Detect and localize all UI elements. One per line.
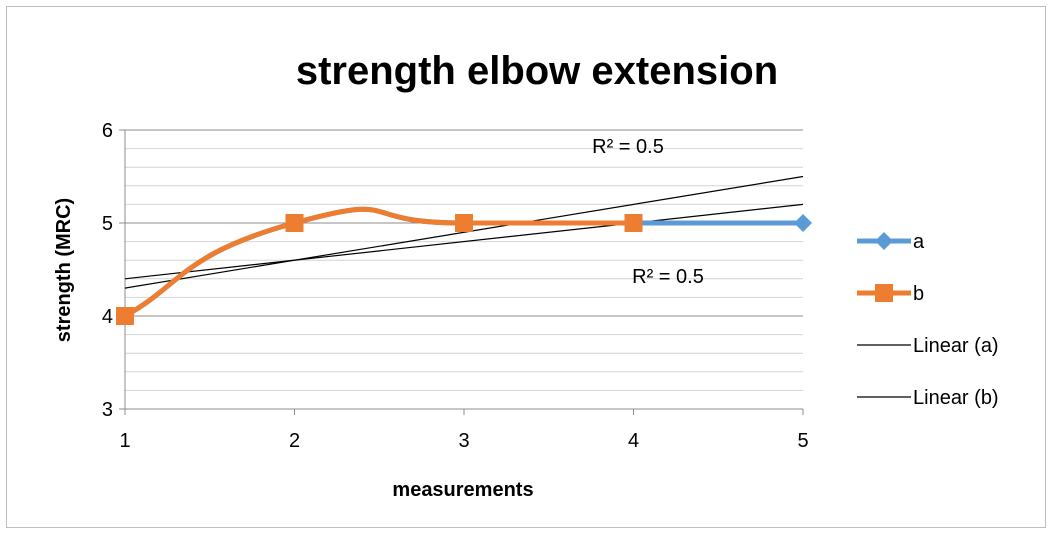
trendline-a [124,203,804,280]
y-tick-label: 4 [102,306,113,328]
y-tick-label: 6 [102,120,113,142]
x-tick-label: 1 [119,430,130,452]
data-point-b [285,214,304,232]
data-point-a [794,214,812,232]
trendline-layer [124,175,804,289]
data-point-b [624,214,643,232]
y-tick-label: 5 [102,213,113,235]
legend-label: Linear (a) [913,335,999,357]
chart-title: strength elbow extension [296,49,778,93]
series-line-b [122,206,636,319]
legend-item: a [857,231,925,253]
legend: a b Linear (a) Linear (b) [857,231,999,409]
legend-marker-a [875,232,893,250]
legend-label: b [913,283,924,305]
legend-label: Linear (b) [913,387,999,409]
x-axis-title: measurements [392,479,533,501]
legend-item: b [857,283,924,305]
x-tick-label: 4 [628,430,639,452]
r-squared-label-b: R² = 0.5 [632,266,704,288]
data-point-b [455,214,473,232]
x-tick-label: 3 [458,430,469,452]
chart-frame [6,6,1046,528]
x-tick-label: 5 [797,430,808,452]
legend-label: a [913,231,925,253]
legend-marker-b [875,284,893,302]
trendline-b [124,175,804,289]
series-layer [116,206,812,325]
y-axis-title: strength (MRC) [53,198,75,342]
y-tick-label: 3 [102,399,113,421]
legend-item: Linear (b) [857,387,999,409]
data-point-b [116,307,134,325]
legend-item: Linear (a) [857,335,999,357]
label-layer: R² = 0.5 R² = 0.5 [592,136,704,288]
grid-layer [125,129,803,391]
r-squared-label-a: R² = 0.5 [592,136,664,158]
x-tick-label: 2 [289,430,300,452]
